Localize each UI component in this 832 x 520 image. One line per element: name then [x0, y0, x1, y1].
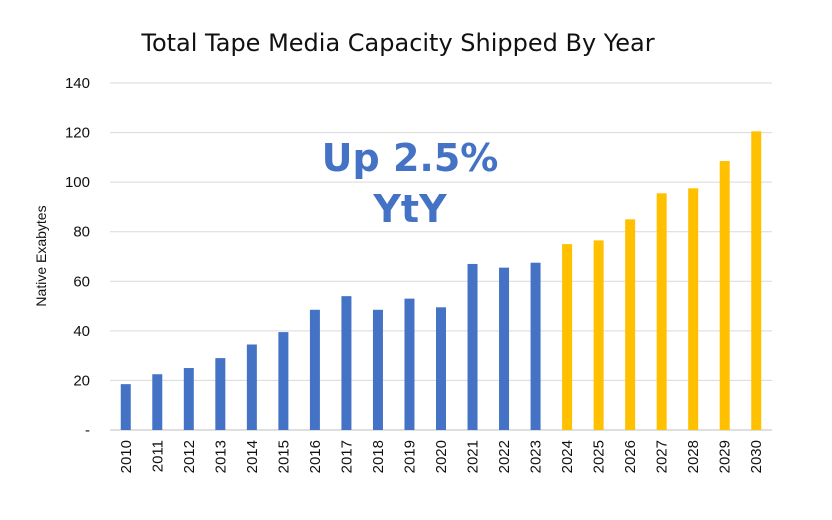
x-tick-label: 2013	[212, 440, 229, 473]
bar-2028	[688, 188, 699, 430]
bar-2027	[656, 193, 667, 430]
y-tick-label: -	[85, 422, 90, 439]
x-tick-label: 2023	[528, 440, 545, 473]
x-tick-label: 2016	[307, 440, 324, 473]
x-tick-label: 2017	[338, 440, 355, 473]
x-tick-label: 2029	[717, 440, 734, 473]
x-tick-label: 2021	[465, 440, 482, 473]
bar-2025	[593, 240, 604, 430]
x-tick-label: 2020	[433, 440, 450, 473]
x-tick-label: 2019	[401, 440, 418, 473]
annotation-line-2: YtY	[372, 187, 447, 231]
y-axis-label: Native Exabytes	[33, 205, 49, 306]
annotation-line-1: Up 2.5%	[322, 136, 499, 180]
x-tick-label: 2025	[591, 440, 608, 473]
bar-2026	[625, 219, 636, 430]
bars	[120, 131, 762, 430]
x-tick-label: 2018	[370, 440, 387, 473]
y-tick-label: 40	[73, 323, 90, 340]
bar-2011	[152, 374, 163, 430]
bar-2015	[278, 332, 289, 430]
bar-2010	[120, 384, 131, 430]
bar-2022	[499, 267, 510, 430]
x-tick-label: 2014	[244, 440, 261, 473]
y-tick-label: 120	[65, 125, 90, 142]
y-tick-label: 100	[65, 174, 90, 191]
y-tick-label: 80	[73, 224, 90, 241]
x-tick-label: 2027	[654, 440, 671, 473]
bar-2012	[183, 368, 194, 430]
bar-2029	[719, 161, 730, 430]
bar-2024	[562, 244, 573, 430]
bar-2016	[309, 309, 320, 430]
bar-2017	[341, 296, 352, 430]
y-tick-label: 60	[73, 273, 90, 290]
x-tick-label: 2012	[181, 440, 198, 473]
x-tick-label: 2022	[496, 440, 513, 473]
chart-title: Total Tape Media Capacity Shipped By Yea…	[140, 29, 654, 57]
y-tick-label: 140	[65, 75, 90, 92]
y-tick-label: 20	[73, 372, 90, 389]
y-axis-ticks: - 20 40 60 80 100 120 140	[65, 75, 90, 439]
bar-2018	[372, 309, 383, 430]
bar-2013	[215, 358, 226, 430]
x-tick-label: 2030	[748, 440, 765, 473]
bar-2014	[246, 344, 257, 430]
x-tick-label: 2028	[685, 440, 702, 473]
bar-2021	[467, 263, 478, 430]
bar-2023	[530, 262, 541, 430]
x-tick-label: 2015	[275, 440, 292, 473]
bar-2019	[404, 298, 415, 430]
bar-2030	[751, 131, 762, 430]
x-axis-ticks: 2010 2011 2012 2013 2014 2015 2016 2017 2018 2019…	[118, 440, 765, 473]
x-tick-label: 2011	[149, 440, 166, 472]
bar-2020	[436, 307, 446, 430]
x-tick-label: 2010	[118, 440, 135, 473]
x-tick-label: 2024	[559, 440, 576, 473]
x-tick-label: 2026	[622, 440, 639, 473]
